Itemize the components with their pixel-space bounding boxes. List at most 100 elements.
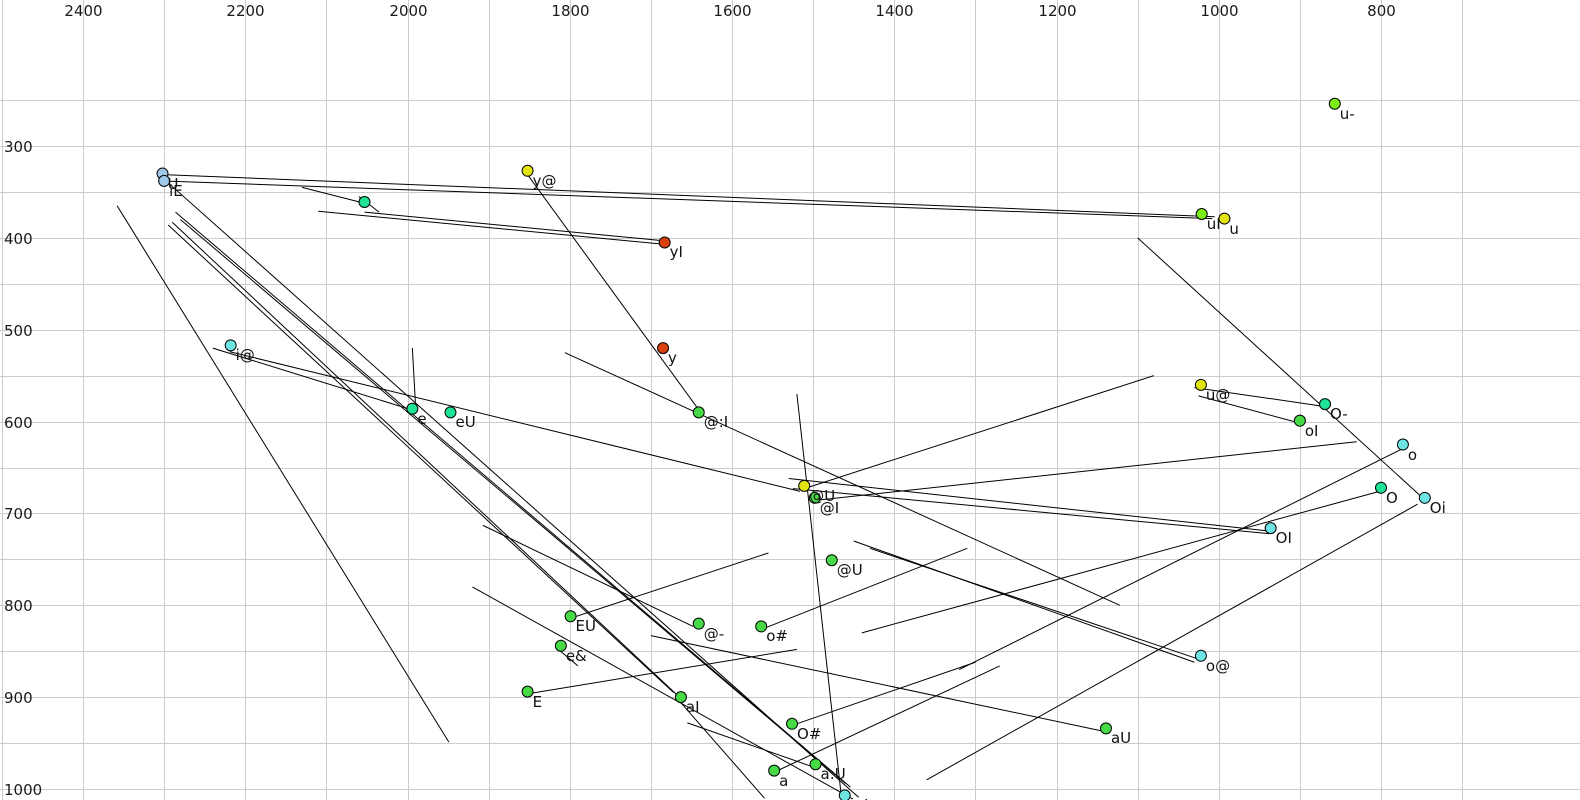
connector-line [160,173,1215,218]
data-point[interactable] [809,758,822,771]
point-label: @- [703,624,725,643]
point-label: aU [1110,729,1132,748]
connector-line [1198,395,1298,423]
data-point[interactable] [564,610,577,623]
connector-line [788,661,976,728]
connector-line [771,665,1000,774]
data-point[interactable] [692,406,705,419]
data-point[interactable] [224,339,237,352]
point-label: e& [565,646,587,665]
connector-line [788,478,1268,532]
data-point[interactable] [1099,722,1112,735]
y-axis-tick-label: 1000 [4,780,43,799]
data-point[interactable] [838,789,851,800]
point-label: aI [685,698,700,717]
data-point[interactable] [1418,491,1431,504]
point-label: O [1386,488,1398,507]
point-label: @U [836,561,863,580]
data-point[interactable] [554,639,567,652]
connector-line [759,547,968,631]
point-layer[interactable] [156,97,1431,800]
point-label: e [417,409,427,428]
x-axis-tick-label: 1600 [713,2,752,20]
connector-line [567,552,769,620]
connector-line [853,540,1195,663]
point-label: Oi [1429,498,1446,517]
connector-line [792,488,1270,535]
point-label: O# [797,724,822,743]
connector-line [796,393,843,799]
data-point[interactable] [406,402,419,415]
connector-line [229,351,801,492]
data-point[interactable] [1194,378,1207,391]
x-axis-tick-label: 1800 [551,2,590,20]
data-point[interactable] [521,685,534,698]
data-point[interactable] [692,617,705,630]
connector-line [167,224,674,693]
point-label: a:U [820,765,846,784]
point-label: O- [1330,405,1348,424]
point-label: o@ [1205,656,1231,675]
data-point[interactable] [1375,481,1387,494]
data-point[interactable] [658,236,671,249]
connector-line [650,635,1103,732]
point-label: u@ [1205,385,1231,404]
y-axis-tick-label: 500 [4,321,33,340]
connector-line [869,547,1198,660]
point-label: @I [819,498,840,517]
data-point[interactable] [798,479,811,492]
connector-line [861,490,1380,634]
data-point[interactable] [808,491,821,504]
data-point[interactable] [1264,522,1277,535]
point-label: iE [169,181,183,200]
data-point[interactable] [358,196,371,209]
data-point[interactable] [768,764,781,777]
point-label: @U [809,486,836,505]
x-axis-tick-label: 1200 [1038,2,1077,20]
x-axis-tick-label: 1000 [1200,2,1239,20]
data-point[interactable] [825,554,838,567]
point-label: E [532,692,543,711]
x-axis-tick-label: 1400 [875,2,914,20]
data-point[interactable] [444,406,457,419]
connector-line [687,722,814,768]
data-point[interactable] [1396,438,1409,451]
connector-line [564,352,1120,606]
connector-line [212,347,415,412]
point-label: uI [1206,214,1221,233]
data-point[interactable] [1218,212,1231,225]
connector-line [804,375,1155,490]
x-axis-tick-label: 800 [1367,2,1396,20]
data-point[interactable] [1194,649,1207,662]
data-point[interactable] [786,717,799,730]
y-axis-tick-label: 900 [4,688,33,707]
connector-line [1137,237,1426,501]
point-label: o# [766,627,788,646]
data-point[interactable] [1195,207,1208,220]
point-label: u- [1339,104,1355,123]
point-label: y@ [532,171,557,190]
data-point[interactable] [158,174,171,187]
data-point[interactable] [521,164,534,177]
data-point[interactable] [674,691,687,704]
connector-layer [116,173,1426,800]
point-label: yI [669,243,683,262]
data-point[interactable] [1328,97,1341,110]
point-label: @:I [703,413,729,432]
data-point[interactable] [755,620,768,633]
x-axis-tick-label: 2200 [226,2,265,20]
connector-line [926,503,1418,781]
connector-line [160,180,1213,220]
connector-line [678,699,765,799]
point-label: y [668,349,677,368]
y-axis-tick-label: 300 [4,137,33,156]
point-label: eU [455,413,476,432]
data-point[interactable] [657,342,670,355]
connector-line [301,186,368,205]
data-point[interactable] [1319,398,1332,411]
data-point[interactable] [1293,414,1306,427]
point-label: u [1229,219,1239,238]
